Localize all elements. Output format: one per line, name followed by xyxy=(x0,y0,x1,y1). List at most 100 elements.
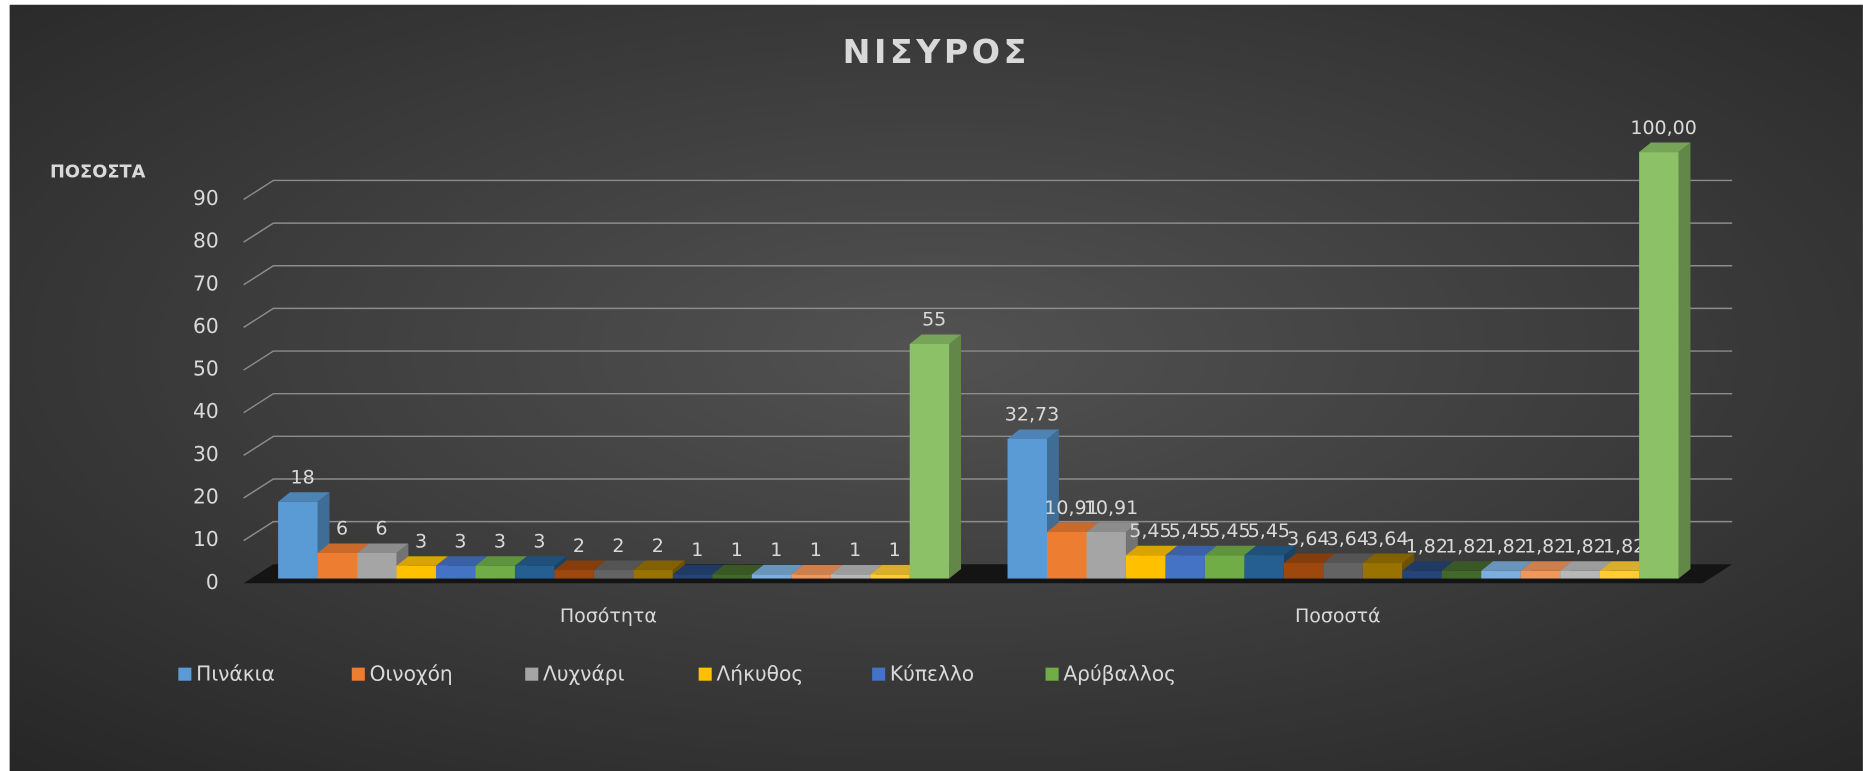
data-label: 10,91 xyxy=(1084,497,1138,519)
grid-line xyxy=(243,222,1733,243)
data-label: 2 xyxy=(573,535,585,557)
bar-top xyxy=(751,564,804,575)
data-label: 5,45 xyxy=(1129,520,1171,542)
data-label: 2 xyxy=(612,535,624,557)
grid-line xyxy=(243,307,1733,329)
data-label: 5,45 xyxy=(1169,520,1211,542)
data-label: 1 xyxy=(691,539,703,561)
data-label: 2 xyxy=(652,535,664,557)
data-label: 3 xyxy=(494,530,506,552)
legend-label: Οινοχόη xyxy=(370,661,453,685)
data-label: 55 xyxy=(922,309,946,331)
data-label: 1,82 xyxy=(1445,536,1487,558)
bar xyxy=(1204,555,1245,579)
bar xyxy=(278,501,318,579)
bar xyxy=(1520,570,1561,579)
data-label: 6 xyxy=(376,518,388,540)
bar xyxy=(791,574,831,579)
bar xyxy=(1560,570,1600,579)
bar xyxy=(712,574,752,579)
bar-side xyxy=(1678,142,1691,579)
bar-top xyxy=(278,492,330,502)
bar xyxy=(554,570,594,579)
bar-top xyxy=(1007,429,1059,439)
bar xyxy=(1362,563,1403,579)
data-label: 1 xyxy=(889,539,901,561)
bar-top xyxy=(909,334,962,344)
grid-line xyxy=(243,179,1733,201)
bar xyxy=(1244,555,1284,579)
bar-top xyxy=(1086,522,1138,533)
bar xyxy=(1639,152,1679,579)
data-label: 1 xyxy=(810,539,822,561)
legend-swatch xyxy=(351,667,365,681)
bar-top xyxy=(1283,553,1336,564)
grid-line xyxy=(243,265,1733,286)
data-label: 32,73 xyxy=(1005,404,1059,426)
legend-swatch xyxy=(525,667,539,681)
bar-top xyxy=(554,560,606,571)
bar xyxy=(593,570,634,579)
bar-top xyxy=(1362,553,1415,564)
bar-side xyxy=(949,334,962,579)
data-label: 1 xyxy=(731,539,743,561)
data-label: 3 xyxy=(454,530,466,552)
data-label: 1 xyxy=(770,539,782,561)
legend-label: Κύπελλο xyxy=(890,661,974,685)
bar xyxy=(1007,438,1048,579)
bar-top xyxy=(1560,561,1612,571)
y-tick-label: 20 xyxy=(193,485,219,509)
y-tick-label: 50 xyxy=(193,357,219,381)
data-label: 1,82 xyxy=(1603,536,1645,558)
grid-line xyxy=(243,478,1733,499)
data-label: 1,82 xyxy=(1485,536,1527,558)
data-label: 1,82 xyxy=(1406,536,1448,558)
legend-swatch xyxy=(872,667,886,681)
bar xyxy=(830,574,871,579)
bar xyxy=(1086,532,1126,579)
legend-label: Αρύβαλλος xyxy=(1063,661,1176,685)
bar-top xyxy=(1244,545,1296,556)
data-label: 100,00 xyxy=(1630,117,1696,139)
y-axis-title: ΠΟΣΟΣΤΑ xyxy=(50,161,146,182)
grid-line xyxy=(243,392,1733,414)
legend-swatch xyxy=(1045,667,1059,681)
bar xyxy=(1599,570,1640,579)
bar xyxy=(1125,555,1166,579)
bar-top xyxy=(712,564,764,575)
bar xyxy=(514,565,555,579)
grid-line xyxy=(243,350,1733,371)
data-label: 5,45 xyxy=(1208,520,1250,542)
bar xyxy=(870,574,910,579)
legend-label: Λυχνάρι xyxy=(543,661,625,685)
data-label: 1,82 xyxy=(1524,536,1566,558)
legend-label: Πινάκια xyxy=(196,661,275,685)
bar xyxy=(357,552,397,579)
bar-top xyxy=(593,560,646,571)
bar-top xyxy=(1402,561,1454,571)
bar xyxy=(1283,563,1324,579)
bar xyxy=(317,552,358,579)
bar-top xyxy=(1441,561,1494,571)
y-tick-label: 0 xyxy=(206,570,219,594)
y-tick-label: 40 xyxy=(193,399,219,423)
bar-top xyxy=(436,556,488,566)
x-tick-label: Ποσότητα xyxy=(560,605,657,627)
y-tick-label: 90 xyxy=(193,186,219,210)
data-label: 3,64 xyxy=(1287,528,1329,550)
bar xyxy=(672,574,713,579)
bar xyxy=(1047,532,1087,579)
bar-top xyxy=(1599,561,1652,571)
bar-top xyxy=(1165,545,1217,556)
bar xyxy=(1323,563,1363,579)
grid-line xyxy=(243,520,1733,542)
data-label: 5,45 xyxy=(1248,520,1290,542)
bar-top xyxy=(830,564,883,575)
bar-top xyxy=(1481,561,1533,571)
data-label: 10,91 xyxy=(1044,497,1098,519)
bar xyxy=(909,343,950,579)
y-tick-label: 80 xyxy=(193,229,219,253)
data-label: 3,64 xyxy=(1366,528,1408,550)
bar xyxy=(1481,570,1521,579)
